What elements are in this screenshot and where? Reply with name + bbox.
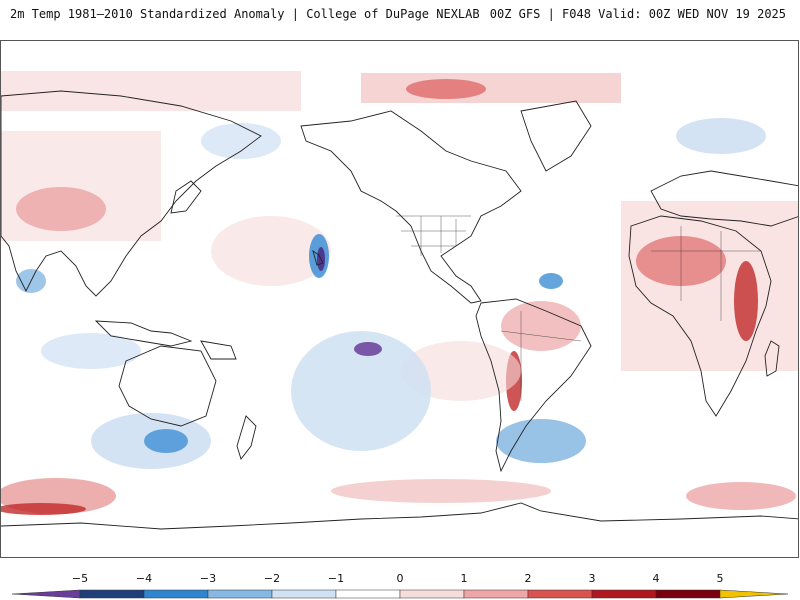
colorbar-segment bbox=[463, 589, 529, 599]
colorbar-min-extend bbox=[11, 589, 81, 599]
colorbar-tick-label: −4 bbox=[135, 572, 153, 585]
anomaly-fields bbox=[1, 71, 798, 515]
cold-core-southern-ocean-australia bbox=[144, 429, 188, 453]
warm-field-southeast-pacific bbox=[401, 341, 521, 401]
coastlines bbox=[1, 90, 798, 530]
cold-core-south-pacific bbox=[354, 342, 382, 356]
colorbar-segment bbox=[271, 589, 337, 599]
colorbar-tick-label: 5 bbox=[716, 572, 724, 585]
colorbar-segment bbox=[143, 589, 209, 599]
cold-field-europe bbox=[676, 118, 766, 154]
maritime-continent-outline bbox=[94, 320, 193, 347]
europe-outline bbox=[650, 170, 798, 227]
warm-core-east-africa bbox=[734, 261, 758, 341]
warm-core-arctic bbox=[406, 79, 486, 99]
africa-borders bbox=[651, 226, 761, 321]
colorbar-segment bbox=[79, 589, 145, 599]
warm-field-antarctic-central bbox=[331, 479, 551, 503]
japan-outline bbox=[170, 180, 202, 214]
us-state-borders bbox=[396, 215, 471, 256]
anomaly-map bbox=[0, 40, 799, 558]
madagascar-outline bbox=[764, 340, 780, 377]
cold-field-north-pacific bbox=[201, 123, 281, 159]
cold-core-caribbean bbox=[539, 273, 563, 289]
warm-field-brazil bbox=[501, 301, 581, 351]
colorbar-tick-label: 1 bbox=[460, 572, 468, 585]
new-zealand-outline bbox=[236, 415, 257, 460]
cold-field-indian-ocean bbox=[41, 333, 141, 369]
colorbar-segment bbox=[207, 589, 273, 599]
colorbar-graphic bbox=[11, 589, 789, 599]
warm-field-central-pacific bbox=[211, 216, 331, 286]
colorbar-segment bbox=[591, 589, 657, 599]
political-borders bbox=[396, 215, 761, 401]
south-america-outline bbox=[475, 298, 592, 473]
asia-outline bbox=[1, 90, 262, 297]
model-valid-time: 00Z GFS | F048 Valid: 00Z WED NOV 19 202… bbox=[489, 7, 786, 21]
colorbar-tick-label: 4 bbox=[652, 572, 660, 585]
colorbar-tick-label: −5 bbox=[71, 572, 89, 585]
colorbar-segment bbox=[527, 589, 593, 599]
colorbar-tick-label: −3 bbox=[199, 572, 217, 585]
colorbar-segment bbox=[399, 589, 465, 599]
new-guinea-outline bbox=[200, 340, 237, 360]
colorbar: −5 −4 −3 −2 −1 0 1 2 3 4 5 bbox=[0, 572, 800, 600]
colorbar-tick-label: −1 bbox=[327, 572, 345, 585]
warm-field-arctic bbox=[361, 73, 621, 103]
warm-field-north-pacific bbox=[1, 71, 301, 111]
map-title: 2m Temp 1981–2010 Standardized Anomaly |… bbox=[10, 7, 480, 21]
australia-outline bbox=[118, 345, 217, 427]
north-america-outline bbox=[300, 110, 522, 304]
warm-core-antarctic-west bbox=[1, 503, 86, 515]
colorbar-tick-label: 2 bbox=[524, 572, 532, 585]
cold-field-south-pacific bbox=[291, 331, 431, 451]
colorbar-segment bbox=[655, 589, 721, 599]
colorbar-segment bbox=[335, 589, 401, 599]
map-canvas bbox=[1, 71, 798, 530]
greenland-outline bbox=[520, 100, 592, 172]
south-america-borders bbox=[500, 311, 582, 401]
africa-outline bbox=[628, 215, 772, 417]
warm-field-antarctic-east bbox=[686, 482, 796, 510]
cold-field-south-atlantic bbox=[496, 419, 586, 463]
colorbar-tick-label: 3 bbox=[588, 572, 596, 585]
antarctica-outline bbox=[1, 502, 798, 530]
hawaii-outline bbox=[312, 249, 324, 266]
warm-core-asia bbox=[16, 187, 106, 231]
warm-field-africa bbox=[621, 201, 798, 371]
colorbar-tick-label: 0 bbox=[396, 572, 404, 585]
colorbar-tick-label: −2 bbox=[263, 572, 281, 585]
colorbar-max-extend bbox=[719, 589, 789, 599]
